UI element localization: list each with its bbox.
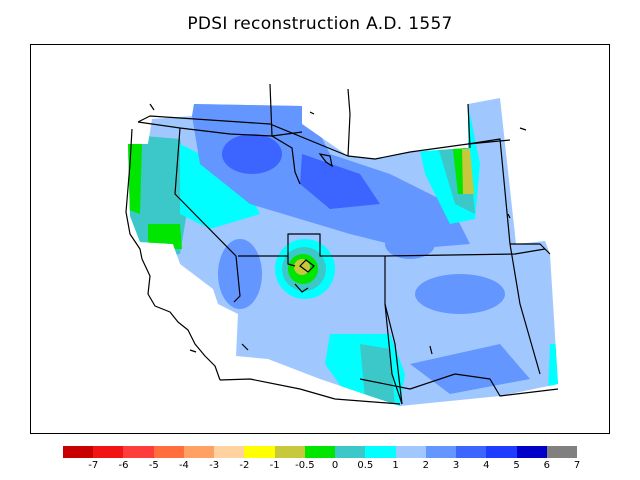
- legend-swatch-14: [486, 446, 517, 458]
- pdsi-map: [125, 83, 559, 406]
- legend-tick-label: 0: [331, 460, 339, 471]
- field-darkblue-band: [300, 154, 380, 209]
- field-cyan-ridge: [180, 144, 260, 229]
- legend-swatch-9: [335, 446, 366, 458]
- legend-tick-label: -1: [269, 460, 280, 471]
- border-northern: [137, 115, 511, 160]
- field-darkblue-north: [222, 134, 282, 174]
- field-coast-green: [128, 139, 142, 214]
- field-blue-south: [410, 344, 530, 394]
- legend-swatch-1: [93, 446, 124, 458]
- legend-swatch-4: [183, 446, 215, 458]
- boundaries: [125, 83, 559, 405]
- legend-tick-label: 5: [513, 460, 520, 471]
- legend-tick-label: 1: [392, 460, 399, 471]
- legend-tick-label: -7: [88, 460, 99, 471]
- legend-swatch-8: [304, 446, 336, 458]
- legend-tick-label: 4: [483, 460, 490, 471]
- island-1: [149, 103, 155, 111]
- island-2: [309, 111, 315, 115]
- great-salt-lake: [318, 153, 333, 168]
- border-id-mt: [269, 83, 301, 185]
- legend-tick-label: 3: [452, 460, 460, 471]
- lake-utah: [299, 259, 315, 273]
- water-features: [149, 103, 527, 355]
- border-ok: [510, 243, 551, 255]
- border-south-east: [359, 373, 456, 390]
- legend-swatch-13: [456, 446, 487, 458]
- field-blue-east: [415, 274, 505, 314]
- border-ut-co: [287, 233, 385, 257]
- island-5: [189, 349, 197, 353]
- field-blue-mid: [385, 229, 435, 259]
- border-wy-sd: [467, 138, 511, 245]
- legend-tick-label: -2: [239, 460, 250, 471]
- legend-swatch-6: [244, 446, 275, 458]
- border-wa-or: [137, 121, 303, 137]
- border-ca-nv: [174, 127, 241, 303]
- border-co-east: [384, 248, 546, 257]
- legend-tick-label: 7: [573, 460, 581, 471]
- border-mt-nd: [347, 88, 351, 157]
- legend-swatch-0: [63, 446, 94, 458]
- border-ne: [509, 243, 541, 375]
- legend-tick-label: -6: [118, 460, 129, 471]
- legend-swatch-12: [425, 446, 457, 458]
- border-nm-tx: [384, 303, 403, 405]
- lake-mead: [294, 283, 309, 293]
- color-legend: [63, 446, 577, 458]
- field-coast-green-2: [148, 224, 182, 249]
- field-ne-olive: [462, 149, 474, 194]
- border-nv-az: [238, 255, 296, 267]
- border-nd-sd: [467, 103, 471, 149]
- field-blue-sw: [218, 239, 262, 309]
- legend-swatch-10: [365, 446, 396, 458]
- legend-tick-labels: -7 -6 -5 -4 -3 -2 -1 -0.5 0 0.5 1 2 3 4 5 6 7: [63, 460, 581, 474]
- legend-tick-label: -5: [148, 460, 159, 471]
- legend-swatch-11: [395, 446, 426, 458]
- island-6: [241, 343, 249, 351]
- legend-tick-label: -0.5: [295, 460, 315, 471]
- legend-swatch-16: [546, 446, 577, 458]
- field-east-cyan: [548, 344, 558, 394]
- legend-tick-label: 0.5: [357, 460, 374, 471]
- border-az-mexico: [219, 378, 401, 405]
- legend-swatch-2: [123, 446, 154, 458]
- legend-tick-label: 6: [543, 460, 550, 471]
- island-3: [519, 127, 527, 131]
- island-4: [507, 213, 511, 219]
- legend-tick-label: -3: [209, 460, 220, 471]
- coastline: [125, 128, 221, 381]
- legend-tick-label: -4: [178, 460, 189, 471]
- border-tx: [454, 373, 559, 397]
- field-south-teal: [360, 344, 395, 406]
- map-title: PDSI reconstruction A.D. 1557: [187, 14, 453, 34]
- island-7: [429, 345, 433, 355]
- legend-swatch-15: [516, 446, 547, 458]
- border-co-nm: [384, 256, 403, 405]
- legend-tick-label: 2: [422, 460, 429, 471]
- legend-swatch-5: [214, 446, 245, 458]
- legend-swatch-7: [274, 446, 305, 458]
- legend-swatch-3: [153, 446, 184, 458]
